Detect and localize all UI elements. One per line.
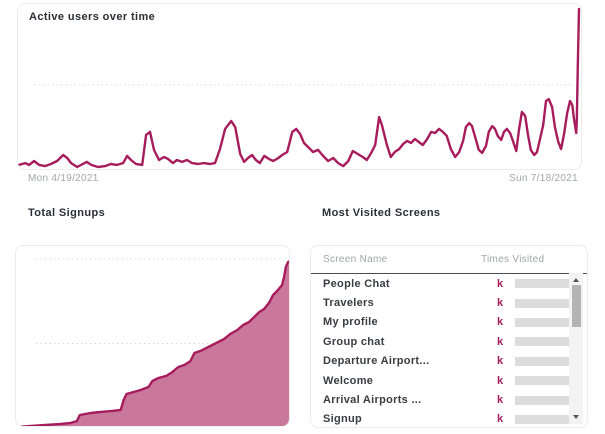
times-value: k	[497, 394, 504, 407]
screen-name: My profile	[323, 316, 378, 329]
times-value: k	[497, 277, 504, 290]
column-header-screen-name: Screen Name	[323, 254, 388, 265]
times-bar	[515, 376, 569, 386]
active-users-title: Active users over time	[29, 11, 156, 23]
times-bar	[515, 337, 569, 347]
times-value: k	[497, 297, 504, 310]
times-bar	[515, 298, 569, 308]
total-signups-title: Total Signups	[28, 207, 106, 219]
x-axis-start-label: Mon 4/19/2021	[28, 173, 99, 184]
times-bar	[515, 356, 569, 366]
table-row[interactable]: People Chat k	[311, 274, 569, 293]
screen-name: Travelers	[323, 297, 375, 310]
table-row[interactable]: Travelers k	[311, 293, 569, 312]
times-value: k	[497, 335, 504, 348]
total-signups-series	[16, 260, 289, 426]
table-row[interactable]: Departure Airport... k	[311, 352, 569, 371]
total-signups-panel	[15, 245, 290, 427]
most-visited-title: Most Visited Screens	[322, 207, 441, 219]
times-value: k	[497, 355, 504, 368]
total-signups-area-chart[interactable]	[16, 246, 290, 427]
scroll-up-icon[interactable]	[573, 278, 579, 282]
table-row[interactable]: Welcome k	[311, 371, 569, 390]
scrollbar-thumb[interactable]	[571, 285, 581, 327]
screen-name: Arrival Airports ...	[323, 394, 422, 407]
table-header: Screen Name Times Visited	[311, 246, 587, 274]
times-value: k	[497, 374, 504, 387]
screen-name: Departure Airport...	[323, 355, 430, 368]
table-row[interactable]: Arrival Airports ... k	[311, 390, 569, 409]
screen-rows: People Chat k Travelers k My profile k G…	[311, 274, 569, 425]
table-row[interactable]: My profile k	[311, 313, 569, 332]
active-users-line-chart[interactable]	[18, 4, 582, 170]
screen-name: Group chat	[323, 335, 385, 348]
screen-name: People Chat	[323, 277, 390, 290]
total-signups-area-fill	[30, 261, 289, 426]
active-users-series	[18, 7, 581, 169]
times-value: k	[497, 413, 504, 426]
table-scrollbar[interactable]	[569, 273, 583, 424]
screen-name: Signup	[323, 413, 363, 426]
scroll-down-icon[interactable]	[573, 415, 579, 419]
times-bar	[515, 279, 569, 289]
column-header-times-visited: Times Visited	[481, 254, 545, 265]
table-row[interactable]: Signup k	[311, 410, 569, 427]
table-row[interactable]: Group chat k	[311, 332, 569, 351]
times-value: k	[497, 316, 504, 329]
x-axis-end-label: Sun 7/18/2021	[509, 173, 578, 184]
times-bar	[515, 317, 569, 327]
times-bar	[515, 395, 569, 405]
most-visited-panel: Screen Name Times Visited People Chat k …	[310, 245, 588, 428]
active-users-panel: Active users over time	[17, 3, 582, 170]
screen-name: Welcome	[323, 374, 374, 387]
times-bar	[515, 414, 569, 424]
